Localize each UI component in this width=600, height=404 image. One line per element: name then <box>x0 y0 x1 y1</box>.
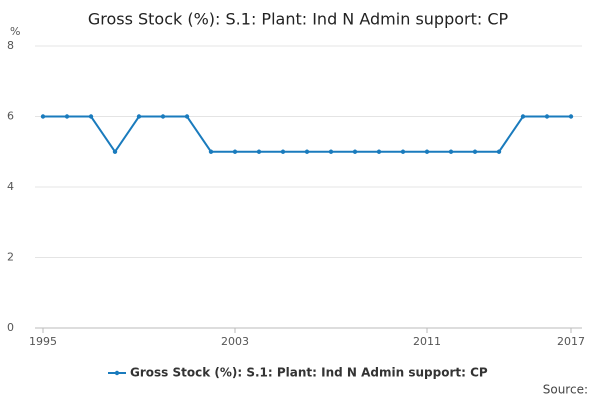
legend-marker <box>114 370 120 376</box>
point <box>256 149 262 154</box>
point <box>64 114 70 119</box>
y-tick-label: 8 <box>7 39 14 52</box>
point <box>160 114 166 119</box>
y-tick-label: 6 <box>7 110 14 123</box>
point <box>136 114 142 119</box>
y-tick-label: 0 <box>7 321 14 334</box>
point <box>40 114 46 119</box>
point <box>232 149 238 154</box>
point <box>208 149 214 154</box>
point <box>424 149 430 154</box>
point <box>400 149 406 154</box>
point <box>472 149 478 154</box>
point <box>376 149 382 154</box>
point <box>448 149 454 154</box>
legend-label: Gross Stock (%): S.1: Plant: Ind N Admin… <box>130 366 488 380</box>
point <box>520 114 526 119</box>
series-line <box>43 115 571 154</box>
y-tick-label: 2 <box>7 251 14 264</box>
point <box>88 114 94 119</box>
x-tick-label: 2017 <box>557 335 585 348</box>
source: Source: <box>543 383 588 397</box>
point <box>544 114 550 119</box>
y-tick-label: 4 <box>7 180 14 193</box>
chart-title: Gross Stock (%): S.1: Plant: Ind N Admin… <box>88 10 509 29</box>
point <box>328 149 334 154</box>
point <box>304 149 310 154</box>
point <box>280 149 286 154</box>
point <box>568 114 574 119</box>
point <box>352 149 358 154</box>
x-tick-label: 2003 <box>221 335 249 348</box>
y-unit: % <box>10 25 20 38</box>
point <box>184 114 190 119</box>
x-tick-label: 1995 <box>29 335 57 348</box>
point <box>496 149 502 154</box>
x-tick-label: 2011 <box>413 335 441 348</box>
point <box>112 149 118 154</box>
